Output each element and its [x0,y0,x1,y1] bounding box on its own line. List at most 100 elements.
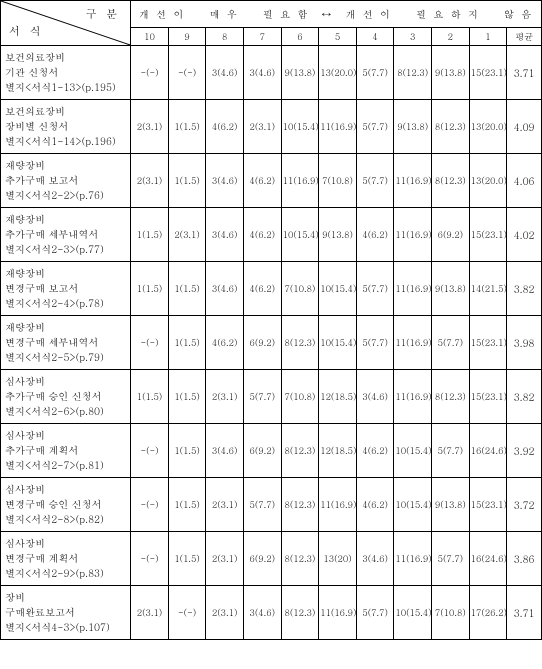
data-cell: 10(15.4) [394,478,432,532]
data-cell: 4(6.2) [206,316,244,370]
data-cell: 4(6.2) [356,424,394,478]
data-cell: 15(23.1) [469,370,507,424]
avg-cell: 3.86 [507,532,542,586]
col-avg: 평균 [507,28,542,46]
avg-cell: 4.06 [507,154,542,208]
data-cell: 2(3.1) [243,100,281,154]
data-cell: 8(12.3) [281,424,319,478]
data-cell: 15(23.1) [469,316,507,370]
row-label-line: 구매완료보고서 [5,605,126,620]
row-label: 장비구매완료보고서별지<서식4-3>(p.107) [1,586,131,640]
avg-cell: 3.71 [507,46,542,100]
row-label-line: 변경구매 승인 신청서 [5,497,126,512]
data-cell: 6(9.2) [432,208,470,262]
row-label: 보건의료장비기관 신청서별지<서식1-13>(p.195) [1,46,131,100]
avg-cell: 3.92 [507,424,542,478]
data-cell: 12(18.5) [319,424,357,478]
col-4: 4 [356,28,394,46]
data-cell: 3(4.6) [206,46,244,100]
data-cell: -(-) [131,478,169,532]
data-cell: 16(24.6) [469,424,507,478]
row-label-line: 추가구매 계획서 [5,443,126,458]
row-label: 심사장비추가구매 계획서별지<서식2-7>(p.81) [1,424,131,478]
data-cell: 4(6.2) [206,100,244,154]
table-row: 재량장비변경구매 세부내역서별지<서식2-5>(p.79)-(-)1(1.5)4… [1,316,542,370]
data-cell: 10(15.4) [319,316,357,370]
data-cell: 16(24.6) [469,532,507,586]
data-cell: 13(20.0) [469,154,507,208]
data-cell: 8(12.3) [432,154,470,208]
data-cell: 4(6.2) [356,478,394,532]
header-category-label: 구 분 [85,7,120,22]
data-cell: 1(1.5) [168,100,206,154]
data-cell: -(-) [168,46,206,100]
data-cell: 10(15.4) [281,100,319,154]
col-8: 8 [206,28,244,46]
data-cell: 5(7.7) [356,100,394,154]
table-row: 재량장비변경구매 보고서별지<서식2-4>(p.78)1(1.5)1(1.5)3… [1,262,542,316]
col-6: 6 [281,28,319,46]
row-label-line: 별지<서식2-4>(p.78) [5,296,126,311]
data-cell: 11(16.9) [394,316,432,370]
data-cell: 8(12.3) [281,586,319,640]
table-row: 심사장비추가구매 계획서별지<서식2-7>(p.81)-(-)1(1.5)3(4… [1,424,542,478]
data-cell: 13(20.0) [469,100,507,154]
data-cell: 4(6.2) [243,262,281,316]
data-cell: 2(3.1) [206,478,244,532]
data-cell: 8(12.3) [432,100,470,154]
data-cell: 4(6.2) [356,208,394,262]
data-cell: 8(12.3) [432,370,470,424]
data-cell: 11(16.9) [394,370,432,424]
row-label-line: 별지<서식2-7>(p.81) [5,458,126,473]
row-label-line: 심사장비 [5,482,126,497]
data-cell: -(-) [131,532,169,586]
table-row: 심사장비변경구매 계획서별지<서식2-9>(p.83)-(-)1(1.5)2(3… [1,532,542,586]
data-cell: 8(12.3) [281,316,319,370]
data-cell: 3(4.6) [206,424,244,478]
data-cell: 10(15.4) [394,424,432,478]
header-diagonal-cell: 구 분 서 식 [1,1,131,46]
data-cell: 2(3.1) [206,532,244,586]
data-cell: 3(4.6) [356,532,394,586]
data-cell: 1(1.5) [168,154,206,208]
row-label-line: 재량장비 [5,266,126,281]
data-cell: 5(7.7) [356,316,394,370]
data-cell: 11(16.9) [319,586,357,640]
data-cell: 1(1.5) [168,424,206,478]
data-cell: 10(15.4) [394,586,432,640]
avg-cell: 4.09 [507,100,542,154]
col-5: 5 [319,28,357,46]
data-cell: 10(15.4) [281,208,319,262]
header-scale-label: 개 선 이 매 우 필 요 함 ↔ 개 선 이 필 요 하 지 않 음 [131,1,542,28]
data-cell: 3(4.6) [243,46,281,100]
col-7: 7 [243,28,281,46]
data-cell: 1(1.5) [168,532,206,586]
data-cell: -(-) [168,586,206,640]
data-cell: 1(1.5) [168,262,206,316]
row-label-line: 보건의료장비 [5,104,126,119]
data-cell: 17(26.2) [469,586,507,640]
data-cell: 3(4.6) [206,262,244,316]
row-label-line: 재량장비 [5,158,126,173]
data-cell: 7(10.8) [319,154,357,208]
row-label-line: 추가구매 승인 신청서 [5,389,126,404]
row-label-line: 변경구매 세부내역서 [5,335,126,350]
data-cell: 3(4.6) [243,586,281,640]
data-cell: 8(12.3) [394,46,432,100]
row-label-line: 재량장비 [5,212,126,227]
row-label-line: 별지<서식2-5>(p.79) [5,350,126,365]
data-cell: 5(7.7) [243,370,281,424]
data-cell: 1(1.5) [168,316,206,370]
table-body: 보건의료장비기관 신청서별지<서식1-13>(p.195)-(-)-(-)3(4… [1,46,542,640]
table-row: 재량장비추가구매 세부내역서별지<서식2-3>(p.77)1(1.5)2(3.1… [1,208,542,262]
table-row: 장비구매완료보고서별지<서식4-3>(p.107)2(3.1)-(-)2(3.1… [1,586,542,640]
data-cell: 12(18.5) [319,370,357,424]
row-label-line: 심사장비 [5,374,126,389]
table-row: 보건의료장비장비별 신청서별지<서식1-14>(p.196)2(3.1)1(1.… [1,100,542,154]
data-cell: 6(9.2) [243,316,281,370]
data-cell: 9(13.8) [394,100,432,154]
header-form-label: 서 식 [9,24,44,39]
avg-cell: 4.02 [507,208,542,262]
data-cell: 9(13.8) [432,262,470,316]
col-10: 10 [131,28,169,46]
